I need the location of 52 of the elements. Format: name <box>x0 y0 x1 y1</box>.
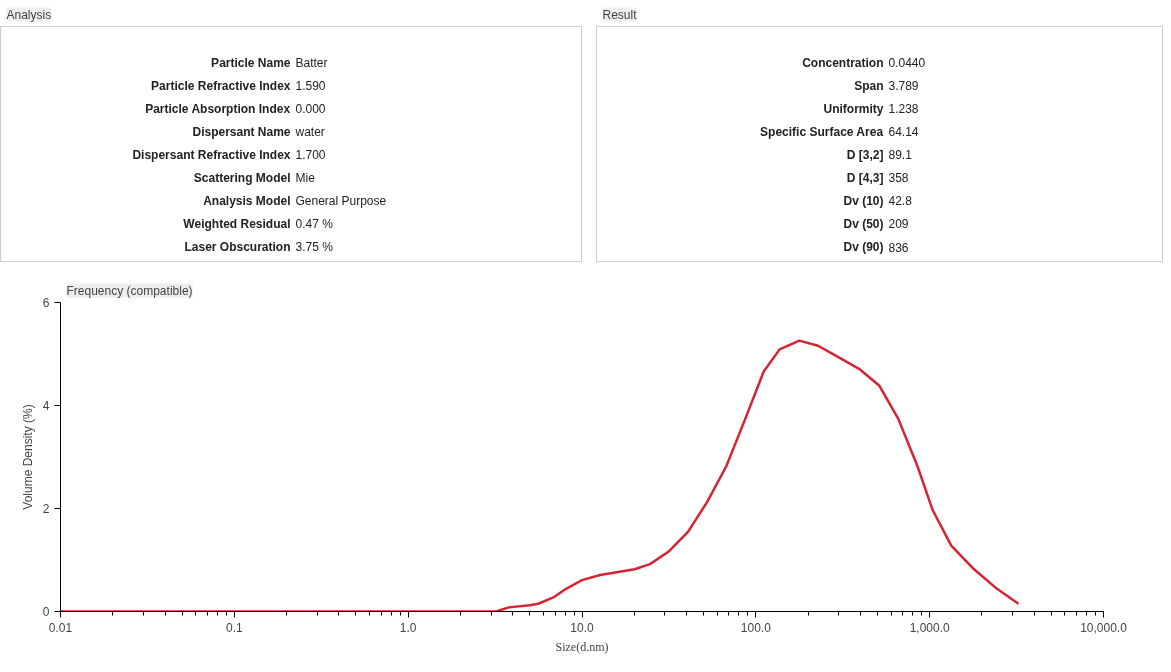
category-label: Dispersant Refractive Index <box>132 147 291 162</box>
text: 0.000 <box>295 102 326 117</box>
text: Result <box>602 7 638 22</box>
text: 358 <box>888 171 909 186</box>
x-tick-label: 10,000.0 <box>1080 620 1128 635</box>
text: water <box>295 124 325 139</box>
category-label: Weighted Residual <box>183 216 291 231</box>
y-tick-label: 0 <box>42 605 50 619</box>
chart-title: Frequency (compatible) <box>66 283 193 298</box>
text: Analysis <box>6 7 52 22</box>
text: 209 <box>888 217 909 232</box>
category-label: Uniformity <box>823 101 884 116</box>
text: 3.789 <box>888 79 919 94</box>
text: 0.0440 <box>888 56 926 71</box>
x-tick-label: 0.01 <box>48 620 73 635</box>
text: 836 <box>888 240 909 255</box>
category-label: Dv (90) <box>843 240 884 255</box>
category-label: Scattering Model <box>193 170 291 185</box>
text: 3.75 % <box>295 240 333 255</box>
text: General Purpose <box>295 193 387 208</box>
y-tick-label: 6 <box>42 296 50 310</box>
text: 1.590 <box>295 79 326 94</box>
x-tick-label: 100.0 <box>740 620 772 635</box>
text: 1.700 <box>295 148 326 163</box>
x-tick-label: 10.0 <box>570 620 594 635</box>
category-label: Dispersant Name <box>192 124 291 139</box>
x-tick-label: 0.1 <box>225 620 243 635</box>
x-tick-label: 1.0 <box>399 620 417 635</box>
y-axis-title: Volume Density (%) <box>20 404 35 510</box>
category-label: Span <box>854 78 884 93</box>
category-label: Particle Refractive Index <box>151 78 291 93</box>
x-tick-label: 1,000.0 <box>909 620 951 635</box>
text: 0.47 % <box>295 216 333 231</box>
category-label: Specific Surface Area <box>760 124 884 139</box>
text: 89.1 <box>888 148 912 163</box>
category-label: Analysis Model <box>203 193 291 208</box>
text: 1.238 <box>888 102 919 117</box>
category-label: D [4,3] <box>846 170 884 185</box>
category-label: D [3,2] <box>846 147 884 162</box>
text: Mie <box>295 170 315 185</box>
text: 64.14 <box>888 125 919 140</box>
y-tick-label: 2 <box>42 502 50 516</box>
category-label: Concentration <box>802 55 884 70</box>
text: 42.8 <box>888 194 912 209</box>
category-label: Particle Name <box>211 55 291 70</box>
category-label: Particle Absorption Index <box>145 101 291 116</box>
x-axis-title: Size(d.nm) <box>555 639 609 654</box>
category-label: Dv (50) <box>843 216 884 231</box>
category-label: Laser Obscuration <box>184 240 291 255</box>
category-label: Dv (10) <box>843 193 884 208</box>
y-tick-label: 4 <box>42 399 50 413</box>
text: Batter <box>295 55 328 70</box>
